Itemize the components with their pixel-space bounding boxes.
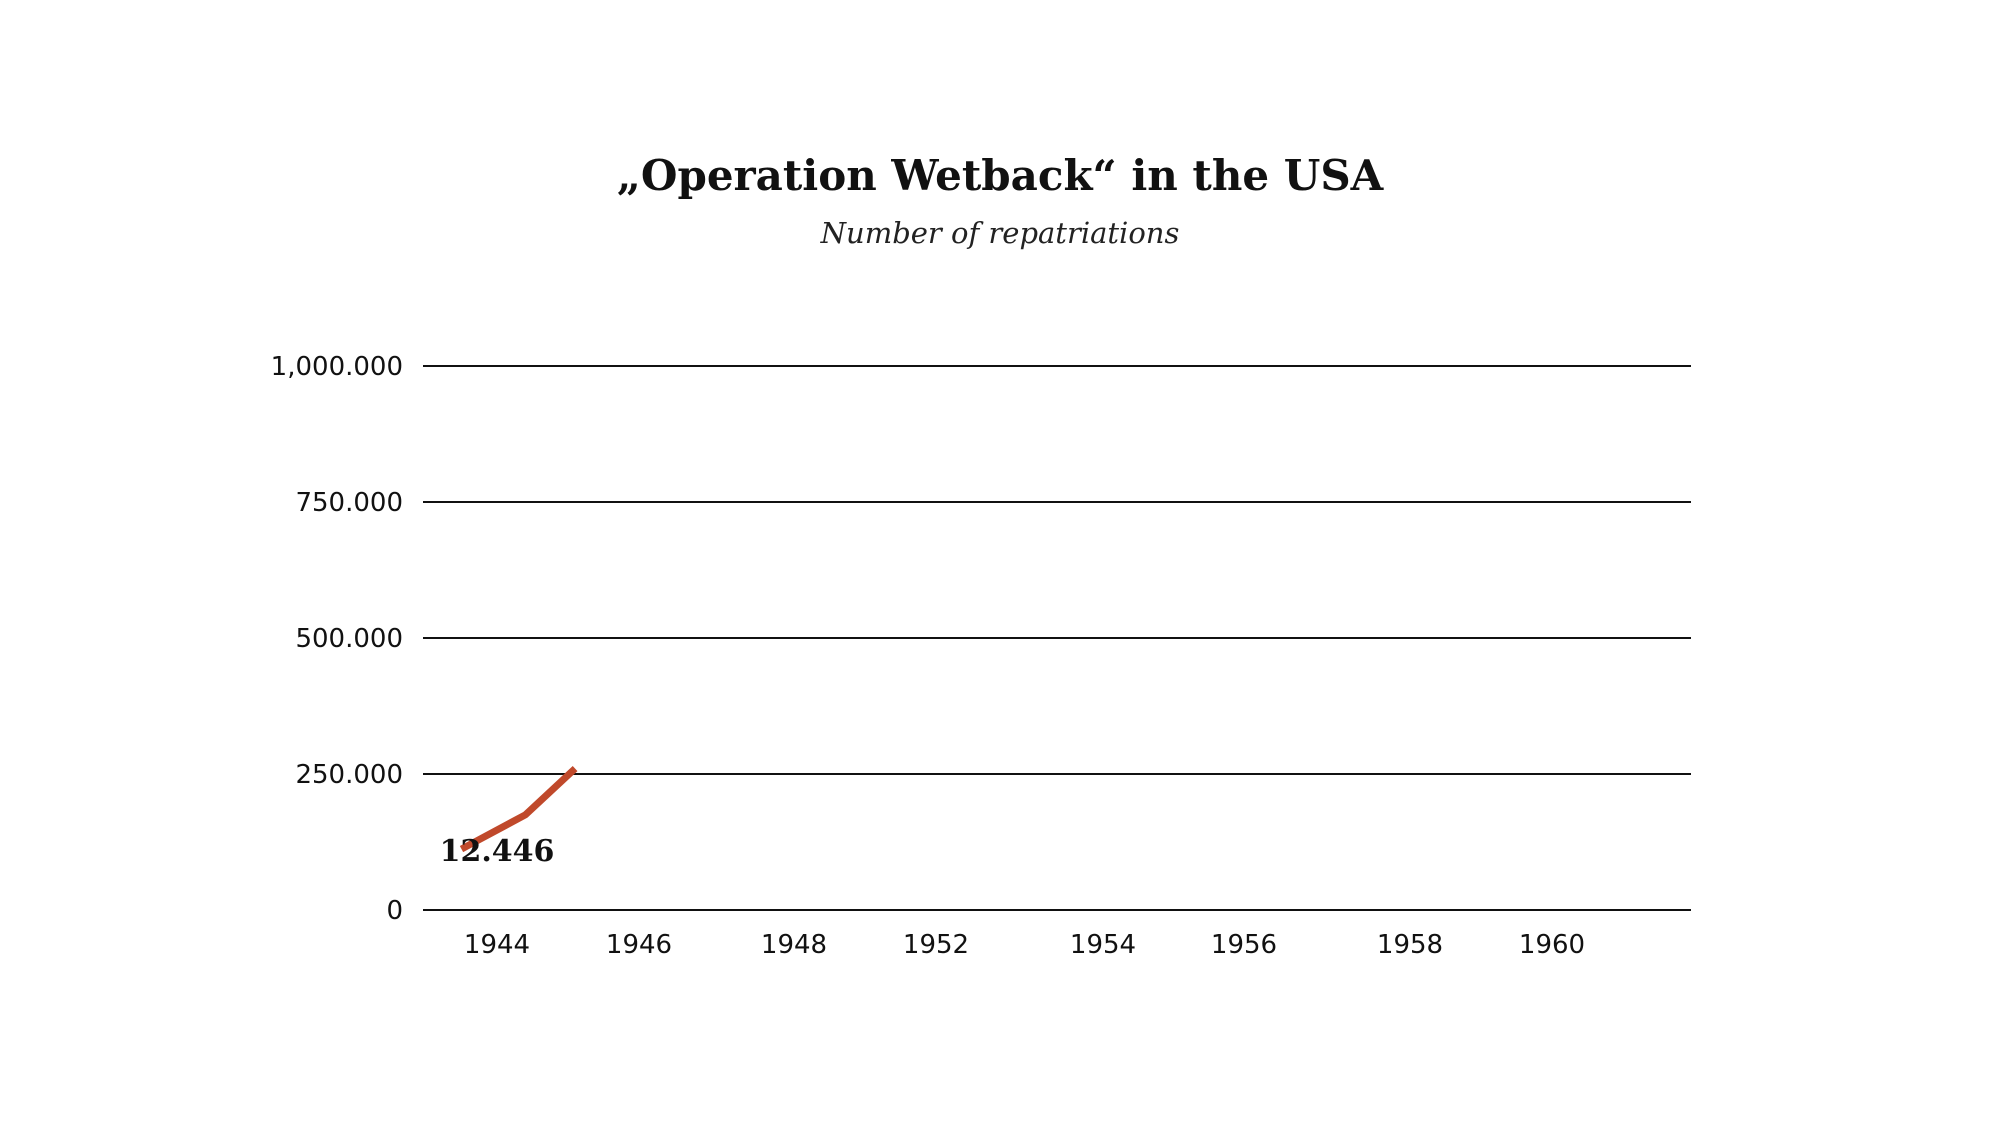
x-tick-label: 1952 — [903, 930, 969, 960]
y-tick-label: 1,000.000 — [271, 352, 403, 382]
y-tick-label: 0 — [386, 896, 403, 926]
series — [459, 766, 578, 853]
y-tick-label: 750.000 — [295, 488, 403, 518]
gridlines — [423, 365, 1691, 911]
x-tick-label: 1946 — [606, 930, 672, 960]
x-tick-label: 1960 — [1519, 930, 1585, 960]
series-line-0 — [459, 766, 578, 853]
y-tick-label: 500.000 — [295, 624, 403, 654]
data-label: 12.446 — [440, 834, 555, 869]
chart-subtitle: Number of repatriations — [820, 216, 1180, 250]
x-tick-label: 1956 — [1211, 930, 1277, 960]
y-tick-label: 250.000 — [295, 760, 403, 790]
x-tick-label: 1958 — [1377, 930, 1443, 960]
annotations: 12.446 — [440, 834, 555, 869]
chart-title: „Operation Wetback“ in the USA — [617, 151, 1385, 200]
x-tick-label: 1954 — [1070, 930, 1136, 960]
x-tick-label: 1944 — [464, 930, 530, 960]
x-axis-ticks: 1944 1946 1948 1952 1954 1956 1958 1960 — [464, 930, 1585, 960]
y-axis-ticks: 0 250.000 500.000 750.000 1,000.000 — [271, 352, 403, 926]
x-tick-label: 1948 — [761, 930, 827, 960]
